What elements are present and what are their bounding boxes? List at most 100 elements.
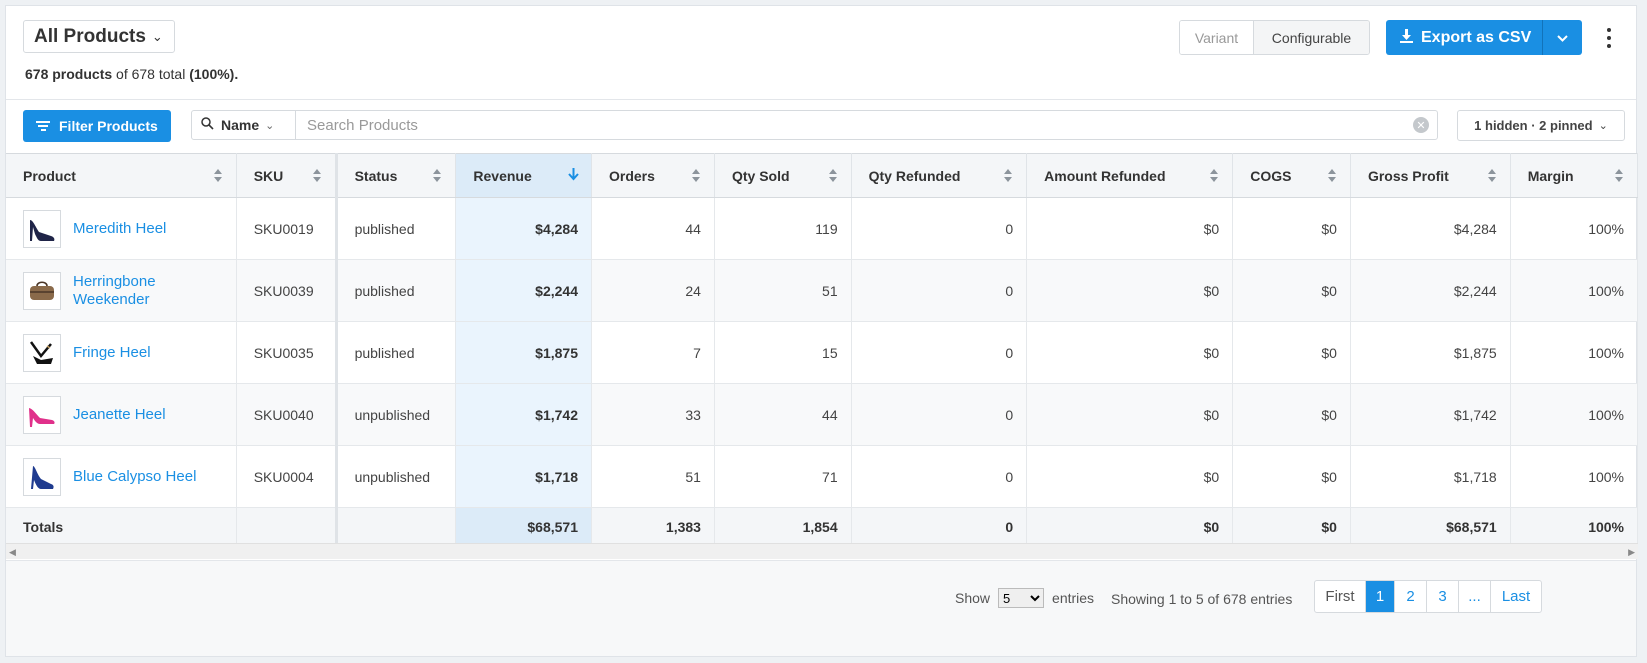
products-table-wrap: Product SKU Status Revenue Orders Qty So… xyxy=(6,153,1639,546)
table-body: Meredith Heel SKU0019 published $4,284 44 119… xyxy=(6,197,1639,546)
clear-search-icon[interactable]: ✕ xyxy=(1413,117,1429,133)
scroll-right-icon[interactable]: ▶ xyxy=(1628,547,1635,557)
column-header-revenue[interactable]: Revenue xyxy=(455,153,592,198)
export-csv-button[interactable]: Export as CSV xyxy=(1386,20,1543,55)
product-cell: Fringe Heel xyxy=(6,321,237,384)
search-field-dropdown[interactable]: Name ⌄ xyxy=(192,111,296,139)
product-thumbnail[interactable] xyxy=(23,209,61,248)
gross-profit-cell: $2,244 xyxy=(1350,259,1511,322)
status-cell: unpublished xyxy=(336,383,457,446)
status-cell: unpublished xyxy=(336,445,457,508)
product-thumbnail[interactable] xyxy=(23,333,61,372)
revenue-cell: $4,284 xyxy=(455,197,592,260)
show-label: Show xyxy=(955,590,991,606)
entries-info: Showing 1 to 5 of 678 entries xyxy=(1111,591,1293,607)
filter-icon xyxy=(36,119,50,133)
column-header-qty-sold[interactable]: Qty Sold xyxy=(714,153,852,198)
totals-gross-profit-cell: $68,571 xyxy=(1350,507,1511,546)
pager-page-1[interactable]: 1 xyxy=(1366,581,1395,612)
cogs-cell: $0 xyxy=(1232,259,1351,322)
qty-refunded-cell: 0 xyxy=(851,445,1028,508)
totals-qty-refunded-cell: 0 xyxy=(851,507,1028,546)
amount-refunded-cell: $0 xyxy=(1026,445,1234,508)
amount-refunded-cell: $0 xyxy=(1026,383,1234,446)
column-header-qty-refunded[interactable]: Qty Refunded xyxy=(851,153,1028,198)
table-row[interactable]: Herringbone Weekender SKU0039 published $2,… xyxy=(6,259,1639,322)
pager-first-button[interactable]: First xyxy=(1315,581,1366,612)
sku-cell: SKU0040 xyxy=(236,383,338,446)
column-header-amount-refunded[interactable]: Amount Refunded xyxy=(1026,153,1234,198)
product-cell: Blue Calypso Heel xyxy=(6,445,237,508)
search-bar: Name ⌄ ✕ xyxy=(191,110,1438,140)
table-row[interactable]: Jeanette Heel SKU0040 unpublished $1,742 33 4… xyxy=(6,383,1639,446)
pager-last-button[interactable]: Last xyxy=(1501,588,1531,605)
page-size-select[interactable]: 5 xyxy=(998,588,1045,608)
sku-cell: SKU0035 xyxy=(236,321,338,384)
qty-refunded-cell: 0 xyxy=(851,259,1028,322)
product-thumbnail[interactable] xyxy=(23,271,61,310)
margin-cell: 100% xyxy=(1510,383,1639,446)
pager-page-2[interactable]: 2 xyxy=(1395,581,1427,612)
qty-sold-cell: 71 xyxy=(714,445,852,508)
column-header-cogs[interactable]: COGS xyxy=(1232,153,1351,198)
more-options-icon[interactable] xyxy=(1603,28,1615,48)
product-cell: Jeanette Heel xyxy=(6,383,237,446)
chevron-down-icon: ⌄ xyxy=(1598,120,1608,132)
product-view-dropdown[interactable]: All Products ⌄ xyxy=(23,20,175,53)
totals-qty-sold-cell: 1,854 xyxy=(714,507,852,546)
products-table: Product SKU Status Revenue Orders Qty So… xyxy=(6,153,1639,546)
revenue-cell: $1,742 xyxy=(455,383,592,446)
column-header-gross-profit[interactable]: Gross Profit xyxy=(1350,153,1511,198)
column-visibility-label: 1 hidden · 2 pinned xyxy=(1474,118,1593,133)
cogs-cell: $0 xyxy=(1232,321,1351,384)
product-link[interactable]: Blue Calypso Heel xyxy=(73,467,197,485)
product-thumbnail[interactable] xyxy=(23,395,61,434)
pagination: First 1 2 3 ... Last xyxy=(1314,580,1542,613)
table-footer: Show 5 entries Showing 1 to 5 of 678 ent… xyxy=(6,560,1636,656)
qty-refunded-cell: 0 xyxy=(851,321,1028,384)
table-row[interactable]: Blue Calypso Heel SKU0004 unpublished $1,71… xyxy=(6,445,1639,508)
chevron-down-icon xyxy=(1557,31,1568,45)
pager-page-3[interactable]: 3 xyxy=(1427,581,1459,612)
totals-amount-refunded-cell: $0 xyxy=(1026,507,1234,546)
pager-ellipsis[interactable]: ... xyxy=(1459,581,1491,612)
qty-refunded-cell: 0 xyxy=(851,197,1028,260)
export-label: Export as CSV xyxy=(1421,28,1532,46)
cogs-cell: $0 xyxy=(1232,445,1351,508)
product-link[interactable]: Meredith Heel xyxy=(73,219,167,237)
horizontal-scrollbar[interactable]: ◀ ▶ xyxy=(6,543,1638,559)
product-link[interactable]: Jeanette Heel xyxy=(73,405,166,423)
table-row[interactable]: Meredith Heel SKU0019 published $4,284 44 119… xyxy=(6,197,1639,260)
column-header-product[interactable]: Product xyxy=(6,153,237,198)
totals-sku-cell xyxy=(236,507,338,546)
sort-descending-icon xyxy=(568,168,579,186)
sort-icon xyxy=(312,169,321,183)
filter-products-button[interactable]: Filter Products xyxy=(23,110,171,142)
page-title: All Products xyxy=(34,25,146,47)
summary-percent: (100%). xyxy=(189,66,239,82)
gross-profit-cell: $1,718 xyxy=(1350,445,1511,508)
column-header-status[interactable]: Status xyxy=(336,153,457,198)
column-header-orders[interactable]: Orders xyxy=(591,153,715,198)
column-header-margin[interactable]: Margin xyxy=(1510,153,1639,198)
export-options-button[interactable] xyxy=(1543,20,1582,55)
product-link[interactable]: Fringe Heel xyxy=(73,343,151,361)
status-cell: published xyxy=(336,321,457,384)
product-link[interactable]: Herringbone Weekender xyxy=(73,272,156,308)
table-row[interactable]: Fringe Heel SKU0035 published $1,875 7 15 0 $0 $… xyxy=(6,321,1639,384)
column-visibility-dropdown[interactable]: 1 hidden · 2 pinned ⌄ xyxy=(1457,110,1625,141)
variant-toggle-button[interactable]: Variant xyxy=(1180,21,1254,54)
orders-cell: 44 xyxy=(591,197,715,260)
scroll-left-icon[interactable]: ◀ xyxy=(9,547,16,557)
configurable-toggle-button[interactable]: Configurable xyxy=(1254,21,1369,54)
summary-count: 678 products xyxy=(25,66,113,82)
product-thumbnail[interactable] xyxy=(23,457,61,496)
qty-sold-cell: 51 xyxy=(714,259,852,322)
export-button-group: Export as CSV xyxy=(1386,20,1582,55)
sort-icon xyxy=(213,169,222,183)
totals-status-cell xyxy=(336,507,457,546)
qty-refunded-cell: 0 xyxy=(851,383,1028,446)
search-input[interactable] xyxy=(296,111,1413,139)
chevron-down-icon: ⌄ xyxy=(151,28,163,44)
column-header-sku[interactable]: SKU xyxy=(236,153,338,198)
